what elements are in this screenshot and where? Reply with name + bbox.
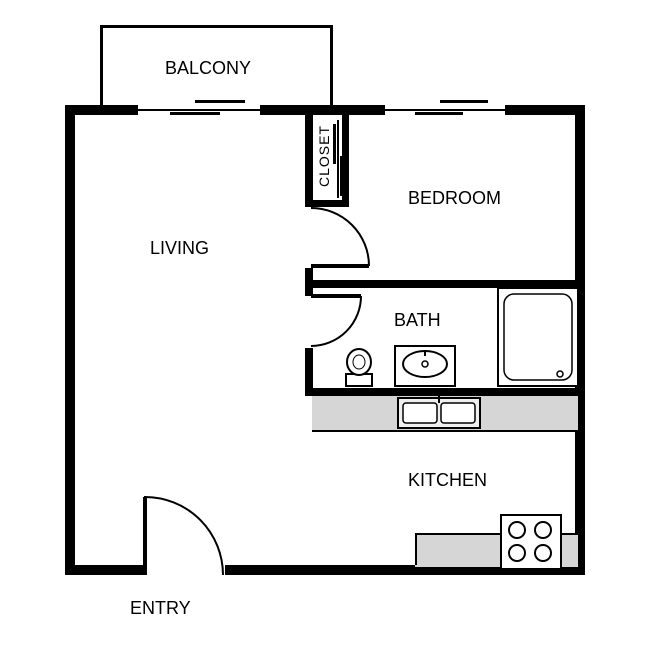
label-kitchen: KITCHEN	[408, 470, 487, 491]
stove-burner-2	[534, 521, 552, 539]
kitchen-stove	[500, 514, 562, 570]
label-bedroom: BEDROOM	[408, 188, 501, 209]
label-living: LIVING	[150, 238, 209, 259]
label-bath: BATH	[394, 310, 441, 331]
label-closet: CLOSET	[316, 125, 332, 187]
label-entry: ENTRY	[130, 598, 191, 619]
floor-plan: { "canvas": { "width": 650, "height": 65…	[0, 0, 650, 650]
kitchen-counter-lower-end	[415, 533, 417, 565]
stove-burner-4	[534, 544, 552, 562]
label-balcony: BALCONY	[165, 58, 251, 79]
stove-burner-1	[508, 521, 526, 539]
stove-burner-3	[508, 544, 526, 562]
